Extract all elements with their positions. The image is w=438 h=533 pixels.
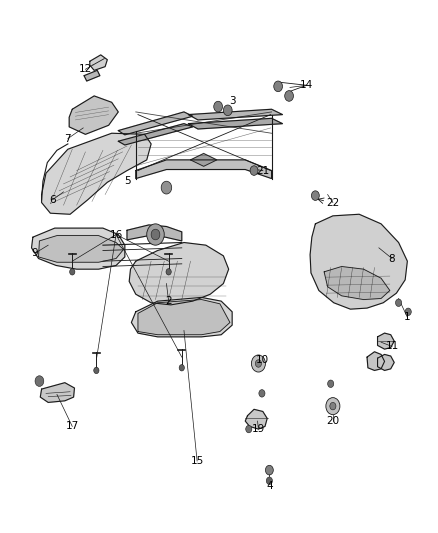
Polygon shape xyxy=(127,225,182,241)
Circle shape xyxy=(330,402,336,410)
Text: 17: 17 xyxy=(66,422,79,431)
Circle shape xyxy=(161,181,172,194)
Polygon shape xyxy=(42,133,151,214)
Circle shape xyxy=(405,308,411,316)
Text: 9: 9 xyxy=(32,248,39,258)
Polygon shape xyxy=(131,297,232,337)
Text: 6: 6 xyxy=(49,195,56,205)
Text: 3: 3 xyxy=(229,96,236,106)
Polygon shape xyxy=(136,160,272,179)
Polygon shape xyxy=(367,352,385,370)
Circle shape xyxy=(151,229,160,240)
Circle shape xyxy=(328,380,334,387)
Circle shape xyxy=(326,398,340,415)
Text: 14: 14 xyxy=(300,80,313,90)
Circle shape xyxy=(311,191,319,200)
Text: 12: 12 xyxy=(79,64,92,74)
Polygon shape xyxy=(138,300,230,335)
Polygon shape xyxy=(84,70,100,81)
Circle shape xyxy=(250,166,258,175)
Circle shape xyxy=(223,105,232,116)
Text: 22: 22 xyxy=(326,198,339,207)
Polygon shape xyxy=(310,214,407,309)
Polygon shape xyxy=(90,55,107,70)
Text: 5: 5 xyxy=(124,176,131,186)
Text: 20: 20 xyxy=(326,416,339,426)
Circle shape xyxy=(246,425,252,433)
Text: 7: 7 xyxy=(64,134,71,143)
Polygon shape xyxy=(69,96,118,134)
Polygon shape xyxy=(245,409,267,429)
Polygon shape xyxy=(191,154,217,166)
Polygon shape xyxy=(39,236,124,262)
Circle shape xyxy=(255,360,261,367)
Polygon shape xyxy=(32,228,125,269)
Polygon shape xyxy=(378,354,394,370)
Circle shape xyxy=(94,367,99,374)
Circle shape xyxy=(147,224,164,245)
Polygon shape xyxy=(118,112,193,135)
Text: 8: 8 xyxy=(389,254,396,263)
Circle shape xyxy=(396,299,402,306)
Text: 11: 11 xyxy=(385,342,399,351)
Text: 19: 19 xyxy=(252,424,265,434)
Polygon shape xyxy=(129,243,229,305)
Polygon shape xyxy=(324,266,390,300)
Circle shape xyxy=(214,101,223,112)
Text: 15: 15 xyxy=(191,456,204,466)
Polygon shape xyxy=(188,118,283,129)
Circle shape xyxy=(265,465,273,475)
Circle shape xyxy=(266,477,272,484)
Circle shape xyxy=(166,269,171,275)
Polygon shape xyxy=(118,124,193,145)
Text: 1: 1 xyxy=(404,312,411,322)
Text: 10: 10 xyxy=(256,355,269,365)
Polygon shape xyxy=(378,333,394,349)
Circle shape xyxy=(274,81,283,92)
Circle shape xyxy=(259,390,265,397)
Text: 16: 16 xyxy=(110,230,123,239)
Circle shape xyxy=(35,376,44,386)
Circle shape xyxy=(70,269,75,275)
Circle shape xyxy=(285,91,293,101)
Polygon shape xyxy=(40,383,74,402)
Text: 2: 2 xyxy=(165,296,172,306)
Polygon shape xyxy=(188,109,283,120)
Circle shape xyxy=(251,355,265,372)
Text: 21: 21 xyxy=(256,166,269,175)
Circle shape xyxy=(179,365,184,371)
Text: 4: 4 xyxy=(266,481,273,491)
